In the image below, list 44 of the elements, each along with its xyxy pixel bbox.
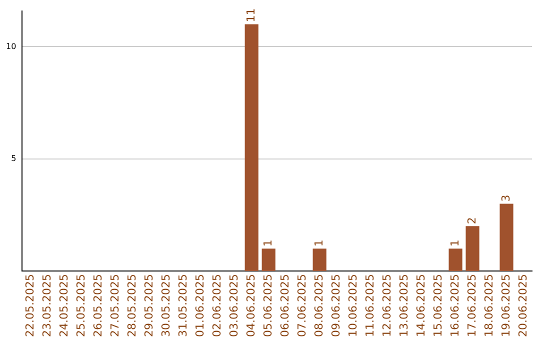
- bar: [466, 226, 480, 272]
- x-tick-label: 19.06.2025: [499, 274, 512, 338]
- x-tick-label: 20.06.2025: [516, 274, 530, 338]
- bar: [448, 248, 462, 272]
- x-tick-label: 26.05.2025: [92, 274, 105, 338]
- data-label: 1: [261, 240, 274, 247]
- y-tick-label: 5: [11, 154, 16, 163]
- x-tick-label: 13.06.2025: [397, 274, 410, 338]
- x-tick-label: 05.06.2025: [261, 274, 274, 338]
- x-tick-label: 01.06.2025: [193, 274, 206, 338]
- x-tick-label: 17.06.2025: [465, 274, 478, 338]
- x-tick-label: 14.06.2025: [414, 274, 428, 338]
- x-tick-label: 12.06.2025: [380, 274, 394, 338]
- x-tick-label: 02.06.2025: [210, 274, 224, 338]
- x-tick-label: 15.06.2025: [431, 274, 444, 338]
- data-label: 2: [465, 217, 478, 224]
- bar: [262, 248, 276, 272]
- x-tick-label: 03.06.2025: [227, 274, 240, 338]
- bar: [500, 204, 514, 272]
- x-tick-label: 27.05.2025: [108, 274, 122, 338]
- x-tick-label: 29.05.2025: [142, 274, 156, 338]
- x-tick-label: 22.05.2025: [24, 274, 37, 338]
- y-tick-label: 10: [6, 42, 16, 51]
- x-tick-label: 23.05.2025: [40, 274, 54, 338]
- x-tick-label: 06.06.2025: [278, 274, 292, 338]
- x-tick-label: 28.05.2025: [126, 274, 138, 338]
- x-tick-label: 08.06.2025: [312, 274, 326, 338]
- x-tick-label: 07.06.2025: [295, 274, 308, 338]
- x-tick-label: 10.06.2025: [346, 274, 360, 338]
- data-label: 1: [448, 240, 462, 247]
- bar: [312, 248, 326, 272]
- x-tick-label: 11.06.2025: [363, 274, 376, 338]
- x-tick-label: 09.06.2025: [329, 274, 342, 338]
- x-tick-label: 18.06.2025: [482, 274, 496, 338]
- x-tick-label: 04.06.2025: [244, 274, 258, 338]
- data-label: 1: [312, 240, 326, 247]
- data-label: 11: [244, 8, 258, 22]
- bar: [244, 24, 258, 272]
- data-label: 3: [499, 194, 512, 202]
- x-tick-label: 30.05.2025: [159, 274, 172, 338]
- x-tick-label: 25.05.2025: [74, 274, 88, 338]
- x-tick-label: 31.05.2025: [176, 274, 190, 338]
- x-tick-label: 16.06.2025: [448, 274, 462, 338]
- x-tick-label: 24.05.2025: [58, 274, 71, 338]
